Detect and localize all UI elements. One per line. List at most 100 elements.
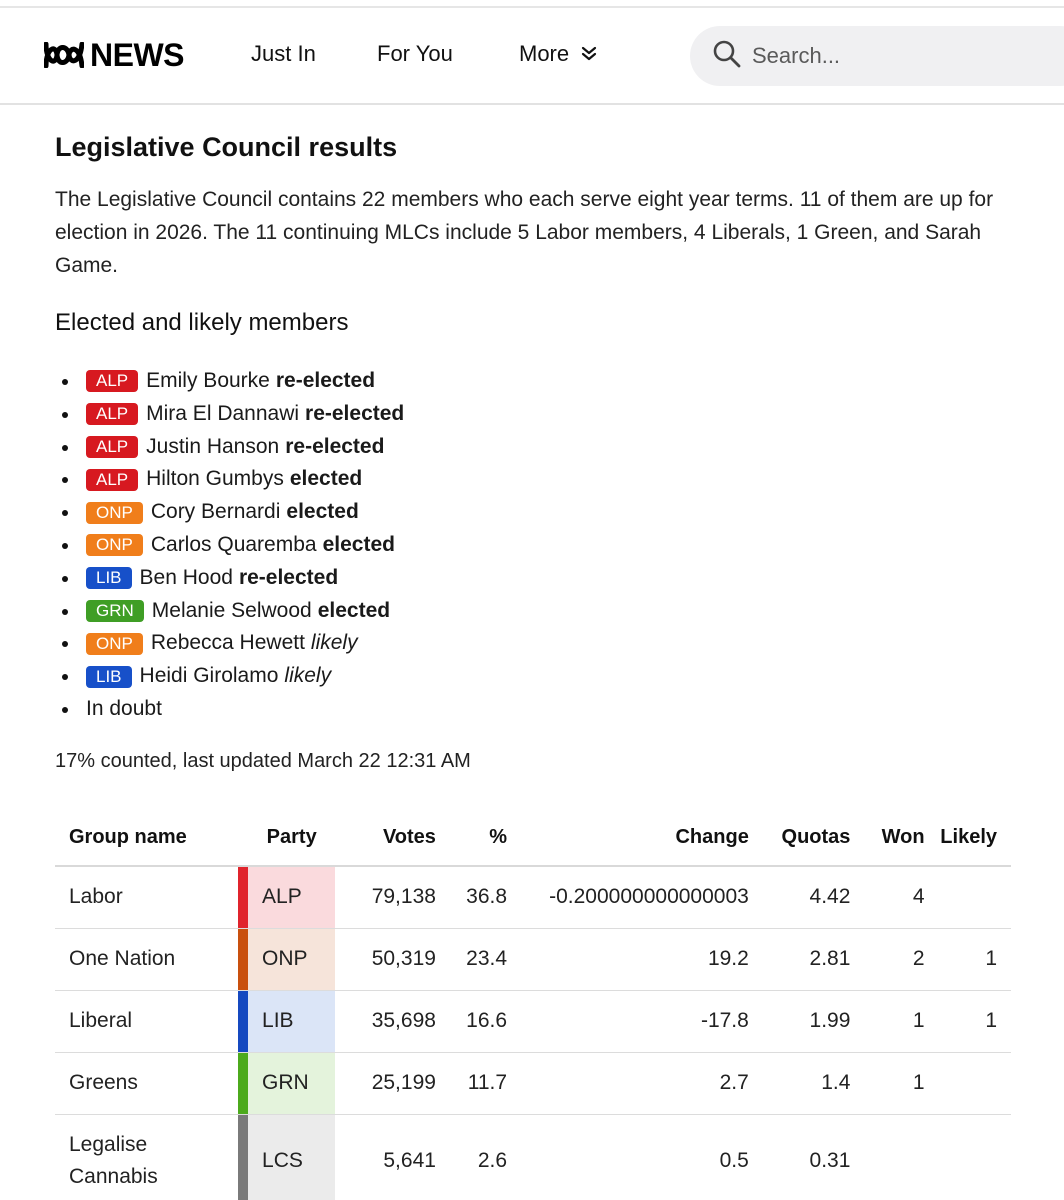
list-item: ALP Hilton Gumbys elected bbox=[62, 463, 1015, 496]
party-code: LCS bbox=[248, 1114, 336, 1200]
party-color-bar bbox=[237, 866, 249, 929]
col-votes[interactable]: Votes bbox=[335, 810, 436, 867]
list-item: In doubt bbox=[62, 693, 1015, 726]
quotas: 2.81 bbox=[748, 928, 851, 991]
nav-just-in[interactable]: Just In bbox=[251, 41, 316, 66]
party-badge: LIB bbox=[86, 665, 132, 688]
double-chevron-down-icon bbox=[581, 40, 597, 68]
seats-likely bbox=[924, 866, 1011, 929]
members-list: ALP Emily Bourke re-elected ALP Mira El Dan… bbox=[55, 365, 1015, 726]
list-item: ONP Cory Bernardi elected bbox=[62, 496, 1015, 529]
article-content: Legislative Council results The Legislat… bbox=[55, 130, 1015, 1200]
member-status: likely bbox=[310, 631, 358, 655]
party-color-bar bbox=[237, 1114, 249, 1200]
party-code: GRN bbox=[248, 1052, 336, 1115]
swing-change: 19.2 bbox=[507, 928, 749, 991]
member-status: re-elected bbox=[238, 565, 339, 589]
swing-change: -17.8 bbox=[507, 990, 749, 1053]
party-badge: ONP bbox=[86, 534, 143, 557]
party-code: ALP bbox=[248, 866, 336, 929]
party-badge: ONP bbox=[86, 632, 143, 655]
member-status: re-elected bbox=[285, 434, 385, 458]
member-name: Cory Bernardi bbox=[150, 500, 281, 524]
member-status: re-elected bbox=[305, 401, 405, 425]
table-row: Legalise Cannabis LCS 5,641 2.6 0.5 0.31 bbox=[55, 1114, 1011, 1200]
party-badge: ALP bbox=[86, 403, 139, 426]
member-name: Emily Bourke bbox=[146, 369, 270, 392]
swing-change: -0.200000000000003 bbox=[507, 866, 749, 929]
member-status: elected bbox=[289, 467, 363, 491]
member-name: Carlos Quaremba bbox=[150, 532, 317, 556]
party-code: LIB bbox=[248, 990, 336, 1053]
seats-won: 1 bbox=[850, 1052, 925, 1115]
table-row: One Nation ONP 50,319 23.4 19.2 2.81 2 1 bbox=[55, 928, 1011, 991]
results-table: Group name Party Votes % Change Quotas W… bbox=[55, 810, 1011, 1200]
quotas: 4.42 bbox=[748, 866, 851, 929]
seats-likely: 1 bbox=[924, 990, 1011, 1053]
party-badge: LIB bbox=[86, 567, 132, 590]
seats-won: 4 bbox=[850, 866, 925, 929]
party-badge: ONP bbox=[86, 501, 143, 524]
member-status: elected bbox=[286, 500, 359, 524]
vote-percent: 16.6 bbox=[435, 990, 508, 1053]
col-change[interactable]: Change bbox=[507, 810, 749, 867]
party-badge: ALP bbox=[86, 435, 139, 458]
party-code: ONP bbox=[248, 928, 336, 991]
group-name: Liberal bbox=[55, 990, 238, 1053]
seats-likely bbox=[924, 1052, 1011, 1115]
swing-change: 0.5 bbox=[507, 1114, 749, 1200]
table-row: Labor ALP 79,138 36.8 -0.200000000000003… bbox=[55, 866, 1011, 929]
nav-for-you[interactable]: For You bbox=[377, 41, 453, 66]
abc-news-logo[interactable]: NEWS bbox=[44, 37, 185, 73]
nav-more-label: More bbox=[519, 41, 570, 66]
party-badge: ALP bbox=[86, 468, 139, 491]
seats-won bbox=[850, 1114, 925, 1200]
abc-logo-icon bbox=[44, 42, 84, 68]
votes: 25,199 bbox=[335, 1052, 436, 1115]
votes: 50,319 bbox=[335, 928, 436, 991]
list-item: ALP Emily Bourke re-elected bbox=[62, 365, 1015, 398]
swing-change: 2.7 bbox=[507, 1052, 749, 1115]
count-status: 17% counted, last updated March 22 12:31… bbox=[55, 749, 471, 772]
party-badge: GRN bbox=[86, 599, 144, 622]
top-divider bbox=[0, 6, 1064, 8]
member-name: In doubt bbox=[86, 696, 162, 720]
table-row: Liberal LIB 35,698 16.6 -17.8 1.99 1 1 bbox=[55, 990, 1011, 1053]
intro-paragraph: The Legislative Council contains 22 memb… bbox=[55, 188, 994, 277]
col-percent[interactable]: % bbox=[435, 810, 508, 867]
list-item: ONP Carlos Quaremba elected bbox=[62, 529, 1015, 562]
party-color-bar bbox=[237, 1052, 249, 1115]
member-name: Ben Hood bbox=[139, 565, 233, 589]
col-quotas[interactable]: Quotas bbox=[748, 810, 851, 867]
quotas: 0.31 bbox=[748, 1114, 851, 1200]
seats-won: 2 bbox=[850, 928, 925, 991]
col-won[interactable]: Won bbox=[850, 810, 925, 867]
party-badge: ALP bbox=[86, 370, 139, 393]
logo-text: NEWS bbox=[90, 37, 185, 73]
search-input[interactable] bbox=[752, 43, 1052, 69]
member-status: elected bbox=[322, 532, 395, 556]
vote-percent: 11.7 bbox=[435, 1052, 508, 1115]
member-name: Rebecca Hewett bbox=[150, 631, 305, 655]
list-item: ALP Mira El Dannawi re-elected bbox=[62, 398, 1015, 431]
col-likely[interactable]: Likely bbox=[924, 810, 1011, 867]
table-row: Greens GRN 25,199 11.7 2.7 1.4 1 bbox=[55, 1052, 1011, 1115]
col-group-name[interactable]: Group name bbox=[55, 810, 238, 867]
table-header-row: Group name Party Votes % Change Quotas W… bbox=[55, 810, 1011, 867]
list-item: GRN Melanie Selwood elected bbox=[62, 595, 1015, 628]
member-name: Melanie Selwood bbox=[151, 598, 312, 622]
vote-percent: 2.6 bbox=[435, 1114, 508, 1200]
member-status: elected bbox=[317, 598, 391, 622]
member-name: Justin Hanson bbox=[146, 434, 280, 458]
col-party[interactable]: Party bbox=[248, 810, 336, 867]
party-color-bar bbox=[237, 928, 249, 991]
member-name: Mira El Dannawi bbox=[146, 401, 300, 425]
list-item: ALP Justin Hanson re-elected bbox=[62, 431, 1015, 464]
group-name: Legalise Cannabis bbox=[55, 1114, 238, 1200]
party-color-bar bbox=[237, 990, 249, 1053]
search-bar[interactable] bbox=[690, 26, 1064, 86]
quotas: 1.4 bbox=[748, 1052, 851, 1115]
nav-more-menu[interactable]: More bbox=[519, 40, 597, 68]
quotas: 1.99 bbox=[748, 990, 851, 1053]
member-status: likely bbox=[284, 664, 332, 688]
